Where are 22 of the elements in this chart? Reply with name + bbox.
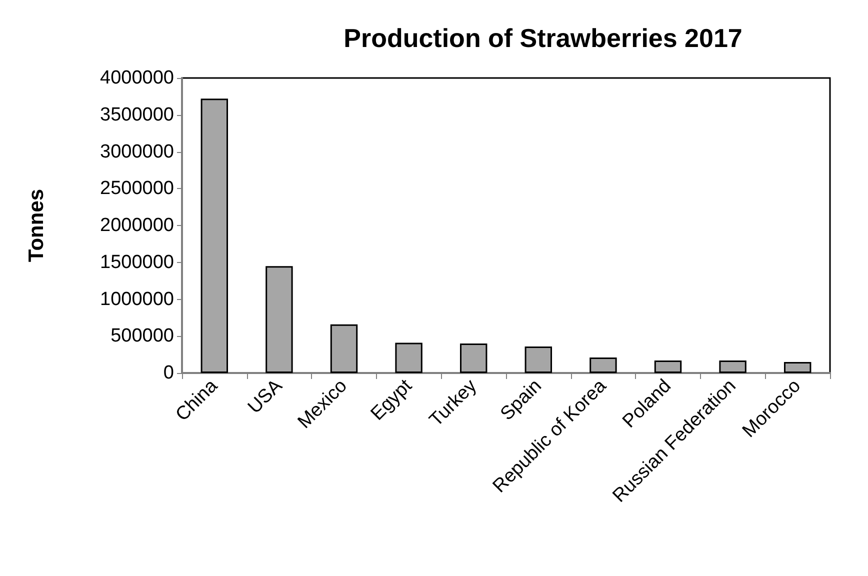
y-tick-label: 0: [163, 362, 174, 384]
chart-title: Production of Strawberries 2017: [344, 23, 742, 53]
y-axis-title: Tonnes: [25, 188, 48, 262]
y-tick-label: 2500000: [100, 178, 174, 200]
y-tick-label: 3000000: [100, 141, 174, 162]
bar: [784, 362, 812, 373]
bar: [460, 344, 488, 373]
bar: [266, 266, 293, 373]
bar: [654, 360, 682, 373]
y-tick-label: 500000: [110, 326, 174, 347]
bar: [719, 360, 746, 373]
y-tick-label: 3500000: [100, 104, 174, 126]
bar: [200, 98, 228, 373]
y-tick-label: 4000000: [100, 68, 174, 88]
bar: [524, 346, 552, 373]
x-tick-label: USA: [244, 375, 287, 418]
bar: [395, 342, 422, 373]
y-tick-label: 1500000: [100, 252, 174, 273]
y-tick-label: 1000000: [100, 288, 174, 310]
y-tick-label: 2000000: [100, 215, 174, 236]
bar: [330, 324, 358, 373]
bar: [590, 358, 617, 373]
